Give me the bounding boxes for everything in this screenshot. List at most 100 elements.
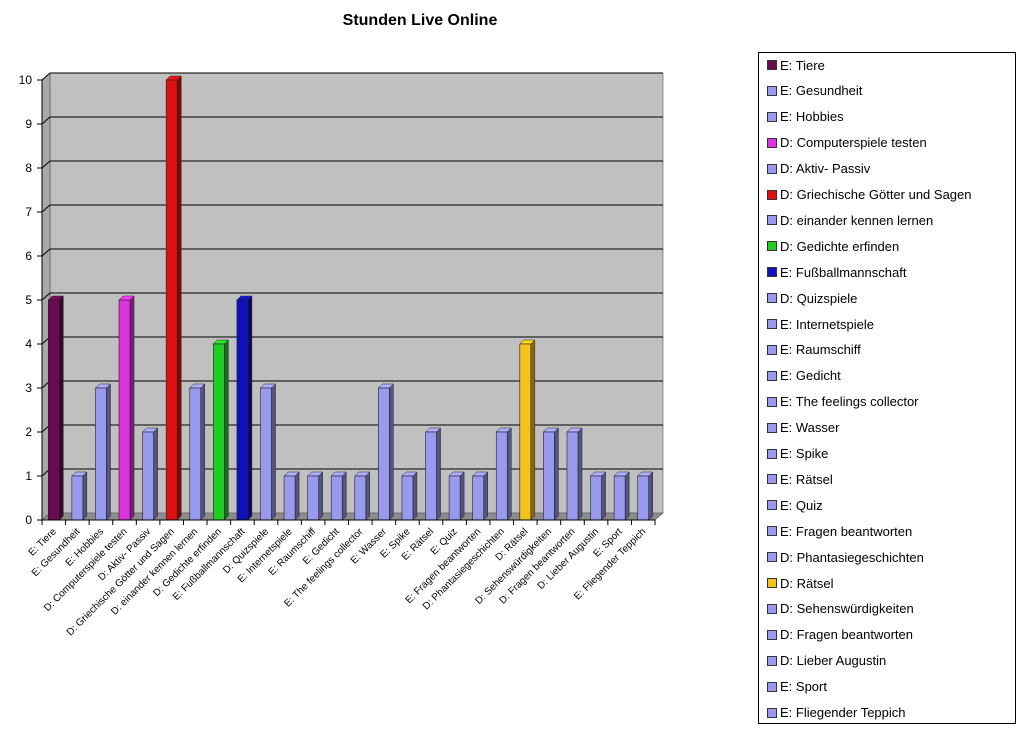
- bar-side: [530, 339, 536, 521]
- legend-item: E: Gedicht: [767, 366, 841, 386]
- legend-item: E: Fragen beantworten: [767, 521, 912, 541]
- legend-swatch: [767, 370, 777, 381]
- bar-front: [260, 387, 272, 521]
- legend-swatch: [767, 422, 777, 433]
- legend-label: D: Griechische Götter und Sagen: [780, 187, 972, 202]
- legend-item: D: Computerspiele testen: [767, 133, 927, 153]
- bar: [141, 427, 159, 521]
- legend-label: D: Aktiv- Passiv: [780, 161, 871, 177]
- legend-label: D: Lieber Augustin: [780, 653, 887, 669]
- y-tick-label: 6: [25, 249, 32, 263]
- legend-swatch: [767, 267, 777, 278]
- legend-swatch: [767, 163, 777, 174]
- bar-side: [200, 383, 205, 521]
- legend-item: E: Gesundheit: [767, 81, 862, 101]
- y-tick-label: 0: [25, 513, 32, 527]
- legend-label: E: The feelings collector: [780, 394, 919, 410]
- bar-front: [543, 431, 555, 521]
- legend-swatch: [767, 241, 777, 252]
- bar-side: [153, 427, 158, 521]
- bar: [189, 383, 206, 521]
- legend-swatch: [767, 474, 777, 485]
- bar: [94, 383, 112, 521]
- y-tick-label: 4: [25, 337, 32, 351]
- legend-item: D: Phantasiegeschichten: [767, 547, 924, 567]
- legend-swatch: [767, 655, 777, 666]
- bar-front: [378, 387, 390, 521]
- bar: [259, 383, 277, 521]
- legend-label: E: Raumschiff: [780, 342, 861, 358]
- bar-front: [213, 343, 225, 521]
- bar-side: [624, 471, 630, 521]
- bar-front: [472, 475, 484, 521]
- bar-side: [648, 471, 653, 521]
- legend-label: E: Wasser: [780, 420, 840, 436]
- gridline: [41, 204, 663, 213]
- bar-side: [507, 427, 512, 521]
- bar-front: [566, 431, 579, 521]
- bar: [283, 471, 300, 521]
- legend-swatch: [767, 111, 777, 122]
- bar: [212, 339, 229, 521]
- legend-label: E: Quiz: [780, 497, 823, 513]
- legend-swatch: [767, 137, 777, 148]
- bar-side: [82, 471, 88, 521]
- bar: [495, 427, 512, 521]
- bar-front: [118, 299, 131, 521]
- bar: [424, 427, 442, 521]
- legend-item: D: Aktiv- Passiv: [767, 159, 870, 179]
- bar: [354, 471, 371, 521]
- legend-item: E: Tiere: [767, 55, 825, 75]
- bar-front: [590, 475, 602, 521]
- legend-swatch: [767, 526, 777, 537]
- legend-swatch: [767, 707, 777, 718]
- legend-swatch: [767, 500, 777, 511]
- bar: [448, 471, 465, 521]
- bar-front: [495, 431, 508, 521]
- bar-side: [436, 427, 441, 521]
- legend-swatch: [767, 189, 777, 200]
- bar-front: [165, 79, 178, 521]
- bar-side: [459, 471, 465, 521]
- legend-item: E: Wasser: [767, 418, 839, 438]
- bar-front: [307, 475, 319, 521]
- legend-label: D: Phantasiegeschichten: [780, 549, 924, 565]
- legend-label: D: Sehenswürdigkeiten: [780, 601, 914, 617]
- chart-title: Stunden Live Online: [342, 12, 498, 29]
- bar-side: [365, 471, 371, 521]
- legend-label: E: Fragen beantworten: [780, 523, 913, 539]
- bar: [519, 339, 536, 521]
- legend-label: E: Rätsel: [780, 471, 833, 487]
- legend-swatch: [767, 629, 777, 640]
- legend-item: D: Lieber Augustin: [767, 651, 886, 671]
- bar: [307, 471, 324, 521]
- legend-label: D: Gedichte erfinden: [780, 238, 900, 254]
- legend-swatch: [767, 448, 777, 459]
- bar-side: [601, 471, 606, 521]
- legend: E: Tiere E: Gesundheit E: Hobbies D: Comput…: [758, 52, 1016, 724]
- gridline: [41, 72, 663, 81]
- bar: [472, 471, 489, 521]
- bar-side: [106, 383, 111, 521]
- bar-front: [354, 475, 367, 521]
- legend-label: D: Computerspiele testen: [780, 135, 927, 151]
- bar-side: [129, 295, 135, 521]
- legend-item: E: Fliegender Teppich: [767, 703, 906, 723]
- bar-side: [59, 295, 64, 521]
- legend-label: E: Internetspiele: [780, 316, 874, 332]
- bar-front: [71, 475, 84, 521]
- legend-label: E: Hobbies: [780, 109, 844, 125]
- y-tick-label: 7: [25, 205, 32, 219]
- legend-label: E: Fliegender Teppich: [780, 705, 906, 720]
- legend-item: E: The feelings collector: [767, 392, 919, 412]
- bar-side: [483, 471, 488, 521]
- y-tick-label: 2: [25, 425, 32, 439]
- bar-front: [613, 475, 626, 521]
- gridline: [41, 248, 663, 257]
- legend-swatch: [767, 85, 777, 96]
- bar: [118, 295, 135, 521]
- bar-side: [176, 75, 182, 521]
- legend-item: E: Sport: [767, 677, 827, 697]
- bar-front: [330, 475, 343, 521]
